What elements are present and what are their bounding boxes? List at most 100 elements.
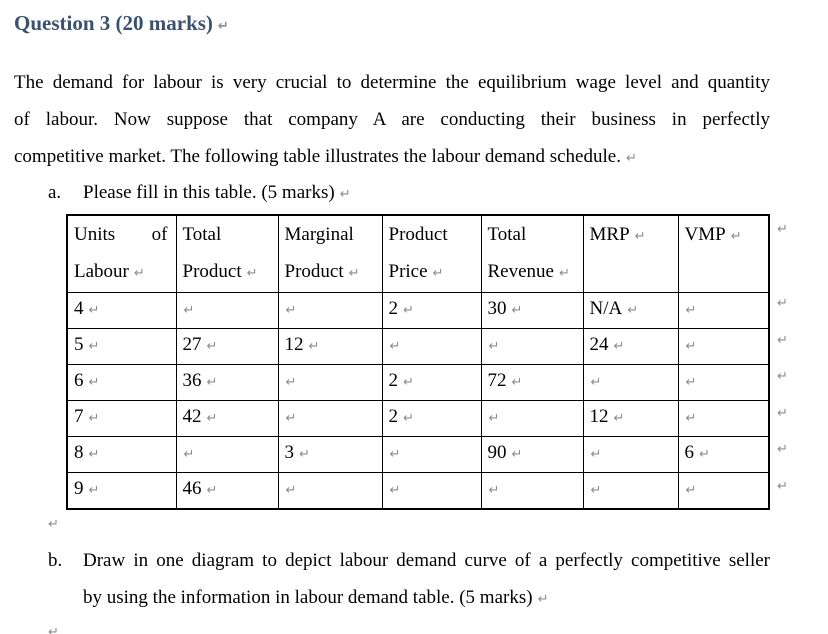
header-mrp: MRP ↵ (582, 214, 679, 293)
pilcrow-mark: ↵ (511, 447, 523, 462)
pilcrow-mark: ↵ (627, 303, 639, 318)
pilcrow-mark: ↵ (777, 332, 788, 348)
pilcrow-mark: ↵ (625, 151, 637, 166)
pilcrow-mark: ↵ (558, 266, 570, 281)
table-row: 4 ↵ ↵ ↵ 2 ↵ 30 ↵ N/A ↵ ↵ (66, 292, 770, 329)
cell-text: 5 (74, 334, 84, 355)
item-b: b. Draw in one diagram to depict labour … (48, 542, 770, 618)
cell-text: 2 (388, 298, 399, 319)
pilcrow-mark: ↵ (88, 339, 100, 354)
table-cell: ↵ (480, 400, 584, 437)
pilcrow-mark: ↵ (339, 187, 351, 202)
pilcrow-mark: ↵ (88, 375, 100, 390)
cell-text: 12 (589, 406, 609, 427)
table-cell: ↵ (582, 364, 679, 401)
table-cell: ↵ (277, 472, 383, 510)
table-cell: 4 ↵ (66, 292, 177, 329)
intro-line: The demand for labour is very crucial to… (14, 72, 770, 93)
cell-text: 3 (284, 442, 295, 463)
cell-text: 30 (487, 298, 507, 319)
pilcrow-mark: ↵ (206, 483, 218, 498)
cell-text: 36 (182, 370, 202, 391)
table-cell: ↵ (480, 328, 584, 365)
table-cell: ↵ (381, 472, 482, 510)
pilcrow-mark: ↵ (285, 483, 297, 498)
item-a: a. Please fill in this table. (5 marks) ↵ (48, 180, 828, 207)
table-cell: 9 ↵ (66, 472, 177, 510)
table-row: 5 ↵ 27 ↵ 12 ↵ ↵ ↵ 24 ↵ ↵ (66, 328, 770, 365)
table-cell: 7 ↵ (66, 400, 177, 437)
pilcrow-mark: ↵ (511, 375, 523, 390)
table-cell: ↵ (677, 472, 770, 510)
pilcrow-mark: ↵ (285, 411, 297, 426)
cell-text: 27 (182, 334, 202, 355)
pilcrow-mark: ↵ (432, 266, 444, 281)
pilcrow-mark: ↵ (488, 483, 500, 498)
table-cell: 2 ↵ (381, 364, 482, 401)
cell-text: 2 (388, 406, 399, 427)
pilcrow-mark: ↵ (389, 483, 401, 498)
intro-line: competitive market. The following table … (14, 146, 637, 167)
table-cell: ↵ (677, 400, 770, 437)
table-cell: ↵ (175, 292, 279, 329)
pilcrow-mark: ↵ (246, 266, 258, 281)
table-row: 6 ↵ 36 ↵ ↵ 2 ↵ 72 ↵ ↵ ↵ (66, 364, 770, 401)
item-a-text: Please fill in this table. (5 marks) ↵ (83, 182, 351, 203)
item-b-text: Draw in one diagram to depict labour dem… (83, 542, 770, 618)
pilcrow-mark: ↵ (285, 375, 297, 390)
cell-text: 72 (487, 370, 507, 391)
pilcrow-mark: ↵ (403, 303, 414, 318)
pilcrow-mark: ↵ (48, 517, 59, 532)
intro-line: of labour. Now suppose that company A ar… (14, 109, 770, 130)
pilcrow-mark: ↵ (777, 296, 788, 311)
pilcrow-mark: ↵ (88, 483, 100, 498)
table-cell: 30 ↵ (480, 292, 584, 329)
table-cell: 46 ↵ (175, 472, 279, 510)
table-cell: ↵ (677, 328, 770, 365)
pilcrow-mark: ↵ (685, 411, 697, 426)
row-end-mark: ↵ (777, 363, 788, 400)
table-cell: ↵ (277, 364, 383, 401)
table-cell: ↵ (381, 436, 482, 473)
table-cell: 90 ↵ (480, 436, 584, 473)
cell-text: 24 (589, 334, 609, 355)
pilcrow-mark: ↵ (730, 229, 742, 244)
pilcrow-mark: ↵ (634, 229, 646, 244)
table-cell: ↵ (677, 292, 770, 329)
cell-text: 6 (684, 442, 695, 463)
header-units-of-labour: Units of Labour ↵ (66, 214, 177, 293)
table-cell: N/A ↵ (582, 292, 679, 329)
pilcrow-mark: ↵ (299, 447, 310, 462)
table-cell: 72 ↵ (480, 364, 584, 401)
pilcrow-mark: ↵ (88, 303, 100, 318)
pilcrow-mark: ↵ (389, 447, 401, 462)
pilcrow-mark: ↵ (133, 266, 145, 281)
cell-text: 6 (74, 370, 84, 391)
labour-table-body: 4 ↵ ↵ ↵ 2 ↵ 30 ↵ N/A ↵ ↵ 5 ↵ 27 ↵ 12 ↵ ↵ ↵ 24 ↵ ↵ 6 ↵ 36 ↵ ↵ 2 ↵ 72 ↵ ↵… (66, 292, 770, 510)
pilcrow-mark: ↵ (88, 411, 100, 426)
table-row: 7 ↵ 42 ↵ ↵ 2 ↵ ↵ 12 ↵ ↵ (66, 400, 770, 437)
item-b-line: Draw in one diagram to depict labour dem… (83, 550, 770, 571)
pilcrow-mark: ↵ (48, 625, 59, 634)
table-cell: 3 ↵ (277, 436, 383, 473)
pilcrow-mark: ↵ (285, 303, 297, 318)
table-cell: 8 ↵ (66, 436, 177, 473)
pilcrow-mark: ↵ (403, 375, 414, 390)
pilcrow-mark: ↵ (777, 478, 788, 494)
item-a-marker: a. (48, 182, 62, 203)
header-total-product: Total Product ↵ (175, 214, 279, 293)
pilcrow-mark: ↵ (685, 483, 697, 498)
row-end-mark: ↵ (777, 214, 788, 290)
table-cell: ↵ (277, 292, 383, 329)
header-vmp: VMP ↵ (677, 214, 770, 293)
intro-paragraph: The demand for labour is very crucial to… (14, 64, 770, 177)
table-cell: 2 ↵ (381, 292, 482, 329)
pilcrow-mark: ↵ (777, 369, 788, 384)
table-cell: ↵ (677, 364, 770, 401)
empty-paragraph: ↵ (48, 624, 828, 634)
cell-text: 12 (284, 334, 304, 355)
question-title: Question 3 (20 marks) (14, 11, 213, 35)
table-cell: ↵ (582, 436, 679, 473)
pilcrow-mark: ↵ (590, 375, 602, 390)
